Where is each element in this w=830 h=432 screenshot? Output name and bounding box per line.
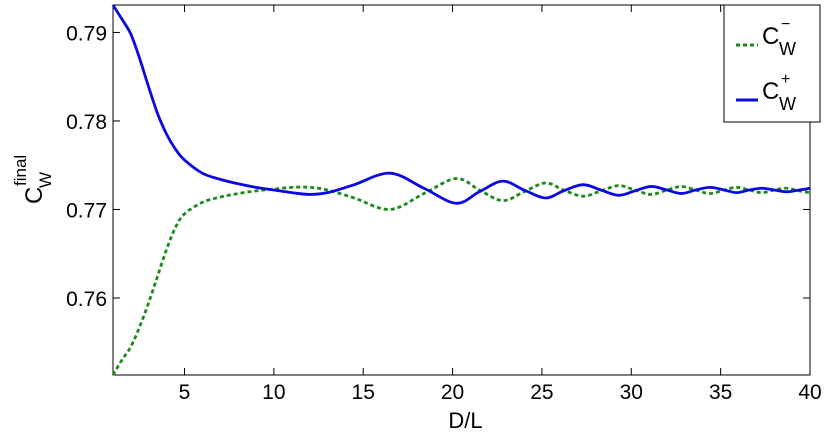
y-tick-label: 0.78 — [66, 111, 107, 134]
x-tick-label: 40 — [798, 381, 821, 404]
y-label-base: C — [21, 187, 48, 204]
y-tick-label: 0.79 — [66, 22, 107, 45]
x-tick-label: 25 — [530, 381, 553, 404]
y-tick-label: 0.76 — [66, 288, 107, 311]
y-label-sub: W — [36, 172, 55, 188]
x-tick-label: 30 — [620, 381, 643, 404]
legend-label-sup: − — [781, 16, 790, 33]
y-label-sup: final — [11, 155, 30, 186]
legend: C W−C W+ — [723, 4, 821, 123]
legend-label: C — [762, 23, 779, 50]
x-axis-label: D/L — [448, 408, 482, 432]
series-line — [111, 4, 811, 205]
x-tick-label: 20 — [441, 381, 464, 404]
legend-label-sub: W — [779, 94, 796, 114]
x-tick-label: 10 — [262, 381, 285, 404]
x-tick-label: 35 — [709, 381, 732, 404]
legend-box — [723, 4, 821, 123]
legend-label: C — [762, 78, 779, 105]
y-tick-label: 0.77 — [66, 199, 107, 222]
legend-label-sub: W — [779, 39, 796, 59]
plot-frame — [112, 4, 811, 376]
x-tick-label: 15 — [352, 381, 375, 404]
legend-label-sup: + — [781, 71, 790, 88]
x-tick-label: 5 — [179, 381, 191, 404]
